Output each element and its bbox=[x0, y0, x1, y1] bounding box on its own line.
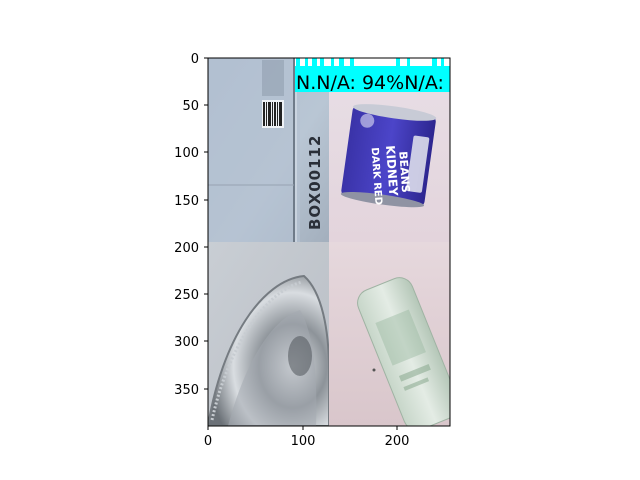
y-tick-label: 350 bbox=[174, 383, 199, 398]
x-tick-label: 0 bbox=[204, 434, 212, 449]
y-tick-label: 0 bbox=[191, 52, 199, 67]
x-tick-marks bbox=[207, 426, 398, 430]
carton-label: BOX00112 bbox=[306, 135, 324, 230]
y-tick-label: 150 bbox=[174, 194, 199, 209]
can-label-3: BEANS bbox=[396, 151, 412, 193]
y-tick-label: 50 bbox=[182, 99, 199, 114]
can-label-2: KIDNEY bbox=[383, 145, 401, 197]
barcode bbox=[262, 60, 284, 128]
y-tick-label: 300 bbox=[174, 335, 199, 350]
overlay-label-background bbox=[295, 66, 450, 92]
y-tick-label: 250 bbox=[174, 288, 199, 303]
jar bbox=[357, 277, 450, 426]
tile-foil-tray bbox=[208, 242, 330, 426]
x-tick-label: 200 bbox=[385, 434, 410, 449]
detection-overlay: N.N/A: 94%N/A: bbox=[295, 58, 450, 94]
y-tick-label: 200 bbox=[174, 241, 199, 256]
tile-glass-jar bbox=[329, 242, 450, 426]
y-tick-marks bbox=[204, 57, 208, 390]
plot-frame bbox=[207, 57, 451, 427]
can-label-1: DARK RED bbox=[369, 147, 384, 205]
x-tick-label: 100 bbox=[291, 434, 316, 449]
overlay-label-text: N.N/A: 94%N/A: bbox=[296, 72, 444, 94]
y-tick-label: 100 bbox=[174, 146, 199, 161]
can: DARK RED KIDNEY BEANS bbox=[340, 104, 437, 208]
axes: 0 50 100 150 200 250 300 350 0 100 200 bbox=[174, 52, 451, 449]
